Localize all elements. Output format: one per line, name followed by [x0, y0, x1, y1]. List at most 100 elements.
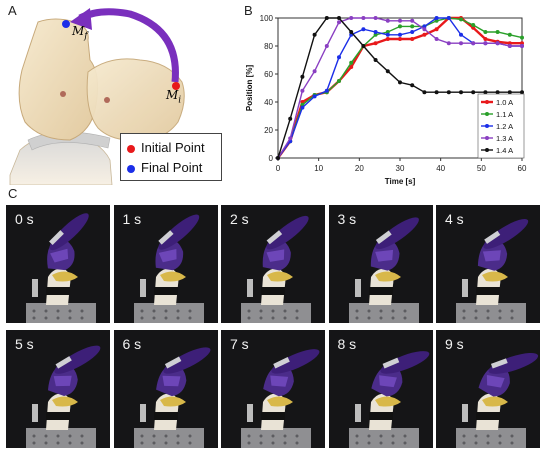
data-point: [459, 17, 463, 22]
video-frame: 4 s: [436, 205, 540, 323]
data-point: [312, 69, 317, 74]
frame-time-label: 8 s: [337, 336, 357, 352]
frame-time-label: 6 s: [122, 336, 142, 352]
robot-knee-photo: [113, 205, 218, 323]
frame-time-label: 4 s: [445, 211, 464, 227]
data-point: [446, 41, 451, 46]
data-point: [410, 30, 415, 34]
y-axis-label: Position [%]: [245, 65, 254, 112]
legend-final: Final Point: [127, 160, 202, 175]
data-point: [446, 90, 451, 95]
data-point: [312, 94, 317, 99]
legend-label: 1.0 A: [496, 98, 513, 107]
data-point: [324, 88, 329, 93]
data-point: [422, 24, 427, 29]
data-point: [434, 27, 439, 32]
panel-a-letter: A: [8, 3, 17, 18]
data-point: [520, 44, 524, 48]
data-point: [324, 16, 329, 20]
data-point: [471, 90, 476, 95]
video-frame: 3 s: [328, 205, 433, 323]
robot-knee-photo: [328, 205, 433, 323]
robot-knee-photo: [221, 330, 325, 448]
data-point: [361, 16, 366, 20]
frame-time-label: 5 s: [15, 336, 34, 352]
data-point: [300, 74, 305, 79]
x-tick-label: 30: [396, 164, 405, 173]
data-point: [434, 37, 439, 41]
video-frame: 9 s: [436, 330, 540, 448]
x-axis-label: Time [s]: [385, 177, 416, 186]
data-point: [385, 37, 390, 41]
x-tick-label: 10: [314, 164, 323, 173]
data-point: [422, 27, 427, 32]
data-point: [324, 44, 329, 48]
data-point: [483, 41, 488, 46]
panel-b-letter: B: [244, 3, 253, 18]
data-point: [300, 105, 305, 110]
frame-time-label: 9 s: [445, 336, 464, 352]
data-point: [349, 30, 354, 34]
red-dot-icon: [127, 144, 135, 153]
data-point: [385, 18, 390, 23]
data-point: [373, 30, 378, 34]
data-point: [471, 25, 476, 30]
data-point: [507, 41, 512, 46]
legend-marker: [485, 148, 489, 152]
data-point: [373, 41, 378, 46]
robot-knee-photo: [6, 330, 110, 448]
data-point: [471, 41, 476, 46]
data-point: [410, 37, 415, 41]
data-point: [361, 27, 366, 32]
video-frame: 0 s: [6, 205, 110, 323]
panel-b: B 0 10 20 30 40 50 60 0 20 40 60 80 100 Time [s] Posit…: [240, 0, 550, 190]
data-point: [300, 88, 305, 93]
data-point: [385, 32, 390, 37]
initial-point-label: Mi: [166, 88, 182, 106]
y-tick-label: 40: [264, 98, 273, 107]
robot-knee-photo: [6, 205, 110, 323]
video-frame: 1 s: [113, 205, 218, 323]
data-point: [373, 16, 378, 20]
data-point: [276, 156, 280, 160]
legend-marker: [485, 100, 489, 104]
y-tick-label: 20: [264, 126, 273, 135]
data-point: [483, 37, 488, 41]
x-tick-label: 0: [276, 164, 281, 173]
frame-time-label: 2 s: [230, 211, 249, 227]
video-frame: 6 s: [113, 330, 218, 448]
data-point: [495, 41, 500, 46]
data-point: [398, 18, 402, 23]
y-tick-label: 80: [264, 42, 273, 51]
legend-label: 1.2 A: [496, 122, 513, 131]
data-point: [337, 20, 341, 25]
data-point: [349, 60, 354, 65]
data-point: [373, 32, 378, 37]
data-point: [507, 32, 512, 37]
legend-marker: [485, 112, 489, 116]
robot-knee-photo: [436, 205, 540, 323]
data-point: [520, 35, 524, 40]
data-point: [459, 32, 463, 37]
legend-label: 1.4 A: [496, 146, 513, 155]
video-frame: 8 s: [328, 330, 433, 448]
initial-point-marker: [172, 82, 180, 90]
x-tick-label: 20: [355, 164, 364, 173]
data-point: [337, 79, 341, 83]
data-point: [507, 90, 512, 95]
data-point: [422, 32, 427, 37]
panel-a: A Mf Mi: [0, 0, 240, 185]
panel-c: C 0 s 1 s 2 s 3 s 4 s 5 s 6 s 7 s 8 s 9 s: [0, 185, 550, 458]
data-point: [434, 90, 439, 95]
frame-time-label: 3 s: [337, 211, 357, 227]
robot-knee-photo: [221, 205, 325, 323]
data-point: [410, 24, 415, 29]
data-point: [410, 83, 415, 88]
data-point: [398, 37, 402, 41]
legend-marker: [485, 124, 489, 128]
y-tick-label: 100: [260, 14, 274, 23]
rotation-arrow: [78, 8, 179, 83]
data-point: [337, 16, 341, 20]
video-frame: 7 s: [221, 330, 325, 448]
data-point: [520, 41, 524, 46]
